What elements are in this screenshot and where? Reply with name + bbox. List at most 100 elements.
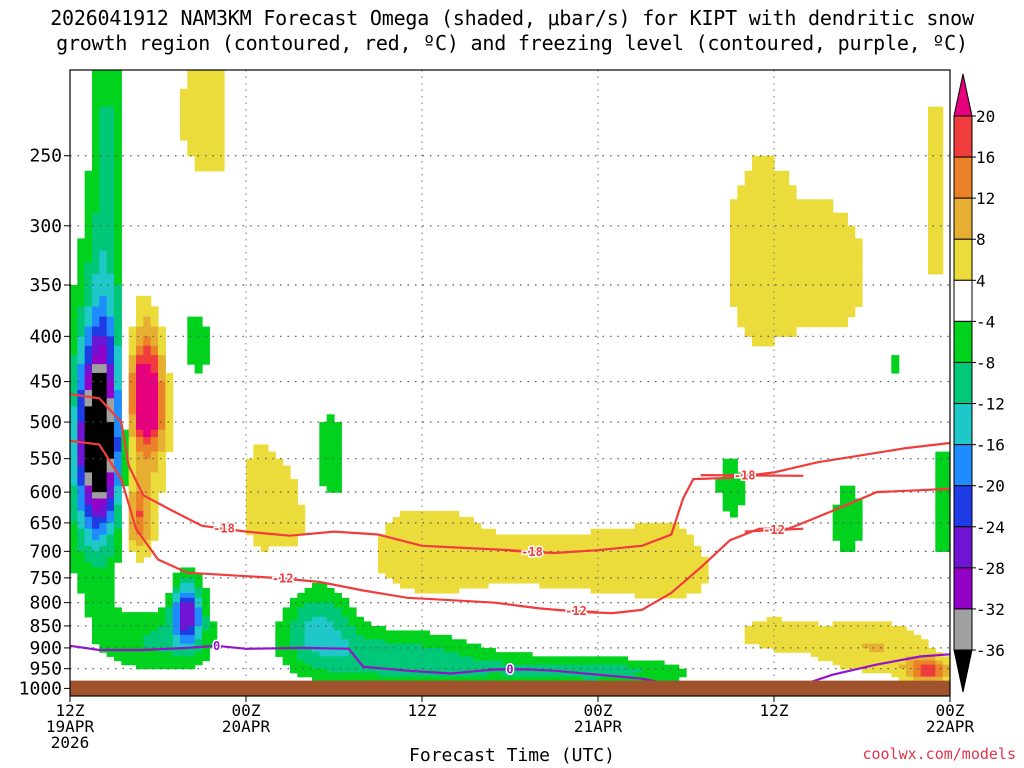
omega-cell bbox=[202, 587, 210, 594]
omega-cell bbox=[502, 652, 511, 657]
omega-cell bbox=[510, 567, 518, 574]
omega-cell bbox=[70, 534, 78, 541]
omega-cell bbox=[407, 510, 416, 518]
omega-cell bbox=[297, 647, 306, 653]
omega-cell bbox=[392, 516, 401, 524]
omega-cell bbox=[77, 364, 86, 374]
omega-cell bbox=[766, 625, 775, 632]
omega-cell bbox=[150, 510, 159, 518]
omega-cell bbox=[326, 414, 335, 423]
omega-cell bbox=[436, 660, 445, 666]
colorbar-label: -20 bbox=[976, 477, 1005, 496]
omega-cell bbox=[466, 516, 474, 524]
omega-cell bbox=[693, 582, 702, 589]
omega-cell bbox=[774, 273, 782, 286]
omega-cell bbox=[649, 540, 658, 547]
omega-cell bbox=[444, 643, 452, 649]
omega-cell bbox=[847, 660, 856, 666]
omega-cell bbox=[561, 664, 570, 670]
omega-cell bbox=[92, 528, 100, 536]
omega-cell bbox=[187, 582, 196, 589]
omega-cell bbox=[664, 582, 672, 589]
omega-cell bbox=[928, 672, 936, 678]
omega-cell bbox=[451, 643, 460, 649]
omega-cell bbox=[502, 562, 511, 569]
omega-cell bbox=[92, 572, 100, 579]
omega-cell bbox=[847, 634, 856, 640]
omega-cell bbox=[158, 406, 166, 415]
omega-cell bbox=[136, 398, 144, 407]
omega-cell bbox=[407, 556, 416, 563]
omega-cell bbox=[400, 540, 408, 547]
omega-cell bbox=[649, 562, 658, 569]
omega-cell bbox=[774, 199, 782, 214]
omega-cell bbox=[268, 485, 276, 493]
omega-cell bbox=[810, 621, 819, 627]
omega-cell bbox=[70, 492, 78, 500]
omega-cell bbox=[121, 616, 130, 622]
omega-cell bbox=[906, 652, 914, 657]
omega-cell bbox=[106, 238, 115, 252]
omega-cell bbox=[935, 479, 944, 487]
omega-cell bbox=[825, 634, 834, 640]
omega-cell bbox=[935, 250, 944, 264]
omega-cell bbox=[634, 587, 643, 594]
omega-cell bbox=[942, 465, 950, 474]
omega-cell bbox=[781, 625, 790, 632]
omega-cell bbox=[407, 551, 416, 558]
omega-cell bbox=[539, 676, 548, 682]
omega-cell bbox=[114, 522, 122, 530]
omega-cell bbox=[128, 522, 137, 530]
omega-cell bbox=[759, 212, 768, 227]
omega-cell bbox=[429, 652, 438, 657]
omega-cell bbox=[312, 643, 320, 649]
omega-cell bbox=[92, 406, 100, 415]
omega-cell bbox=[414, 567, 423, 574]
omega-cell bbox=[444, 664, 452, 670]
omega-cell bbox=[774, 625, 782, 632]
omega-cell bbox=[891, 660, 900, 666]
omega-cell bbox=[282, 621, 291, 627]
omega-cell bbox=[143, 465, 152, 474]
omega-cell bbox=[150, 381, 159, 391]
omega-cell bbox=[378, 551, 386, 558]
omega-cell bbox=[70, 336, 78, 347]
omega-cell bbox=[180, 621, 188, 627]
omega-cell bbox=[422, 516, 430, 524]
omega-cell bbox=[854, 639, 863, 645]
omega-cell bbox=[326, 634, 335, 640]
omega-cell bbox=[194, 326, 203, 337]
omega-cell bbox=[671, 676, 680, 682]
omega-cell bbox=[686, 540, 694, 547]
omega-cell bbox=[898, 676, 907, 682]
omega-cell bbox=[319, 676, 328, 682]
omega-cell bbox=[136, 504, 144, 512]
omega-cell bbox=[781, 306, 790, 318]
omega-cell bbox=[92, 390, 100, 399]
omega-cell bbox=[884, 621, 892, 627]
omega-cell bbox=[319, 444, 328, 453]
omega-cell bbox=[627, 556, 636, 563]
omega-cell bbox=[458, 656, 467, 662]
omega-cell bbox=[495, 676, 504, 682]
omega-cell bbox=[99, 140, 108, 157]
omega-cell bbox=[363, 643, 372, 649]
omega-cell bbox=[928, 199, 936, 214]
omega-cell bbox=[400, 567, 408, 574]
omega-cell bbox=[209, 140, 218, 157]
omega-cell bbox=[172, 660, 181, 666]
omega-cell bbox=[466, 643, 474, 649]
omega-cell bbox=[414, 634, 423, 640]
omega-cell bbox=[854, 534, 863, 541]
colorbar-segment bbox=[953, 279, 973, 322]
omega-cell bbox=[297, 672, 306, 678]
omega-cell bbox=[414, 510, 423, 518]
omega-cell bbox=[473, 660, 482, 666]
omega-cell bbox=[913, 672, 922, 678]
omega-cell bbox=[216, 70, 225, 90]
omega-cell bbox=[730, 458, 738, 467]
omega-cell bbox=[70, 381, 78, 391]
omega-cell bbox=[744, 630, 753, 636]
omega-cell bbox=[114, 656, 122, 662]
omega-cell bbox=[84, 262, 93, 275]
